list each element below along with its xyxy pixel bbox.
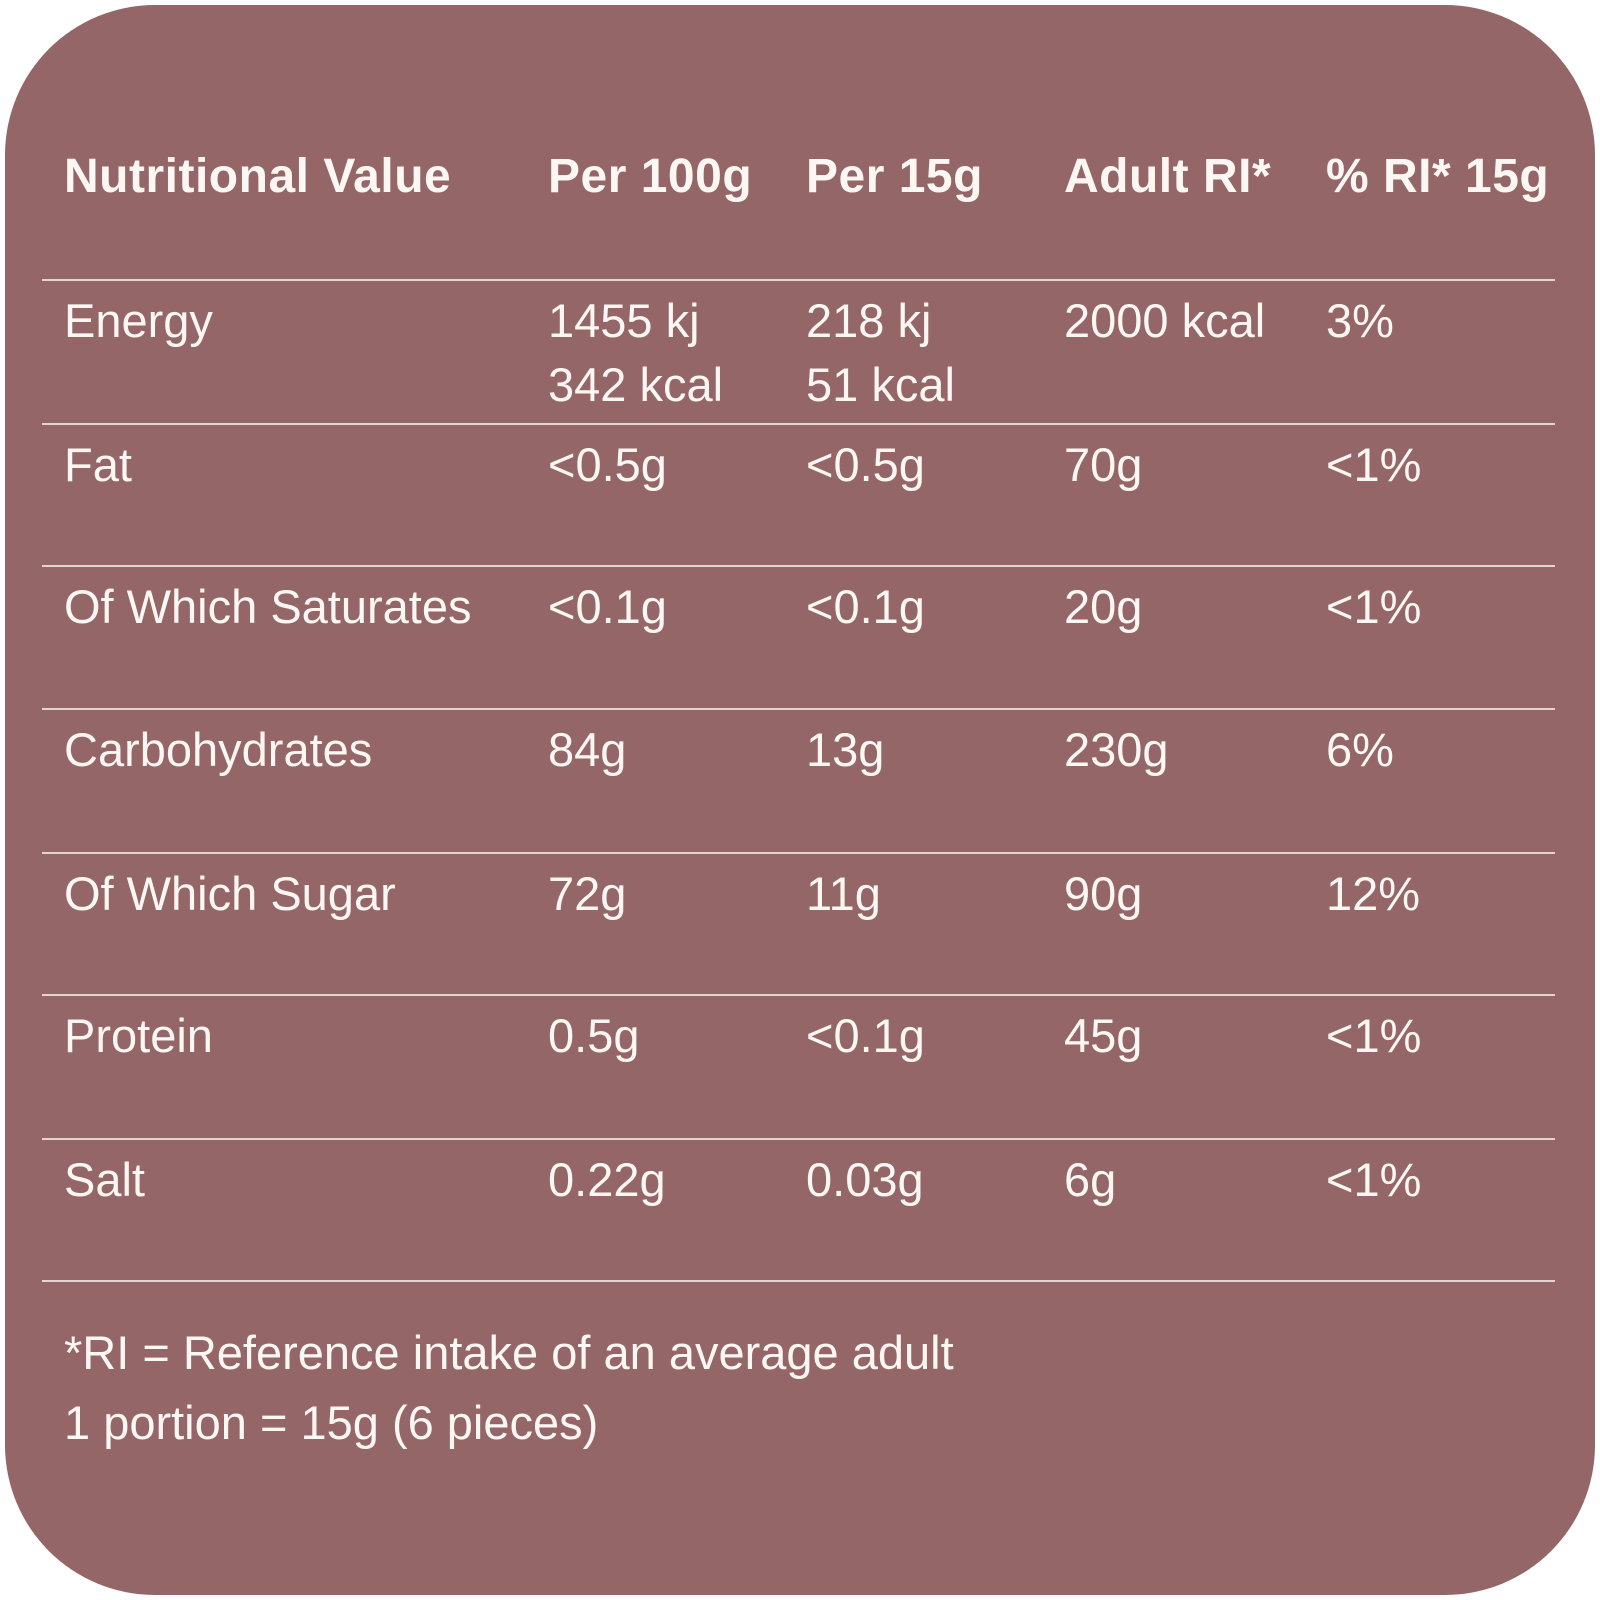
nutrient-value: <1% bbox=[1326, 1004, 1588, 1068]
cell-text: <0.1g bbox=[806, 1009, 925, 1062]
footnotes: *RI = Reference intake of an average adu… bbox=[64, 1318, 954, 1458]
cell-text: Carbohydrates bbox=[64, 723, 373, 776]
nutrient-value: <0.5g bbox=[806, 433, 1050, 497]
cell-text: Protein bbox=[64, 1009, 213, 1062]
cell-text: 12% bbox=[1326, 867, 1421, 920]
cell-text: 218 kj bbox=[806, 294, 932, 347]
cell-text: Of Which Saturates bbox=[64, 580, 472, 633]
nutrient-value: 84g bbox=[548, 718, 792, 782]
nutrient-label: Energy bbox=[64, 289, 534, 353]
nutrient-label: Of Which Sugar bbox=[64, 862, 534, 926]
nutrient-value: 90g bbox=[1064, 862, 1312, 926]
nutrient-value: 0.03g bbox=[806, 1148, 1050, 1212]
header-col-adult-ri: Adult RI* bbox=[1064, 150, 1272, 203]
divider-line-7 bbox=[42, 1280, 1555, 1282]
cell-text: 1455 kj bbox=[548, 294, 700, 347]
nutrient-value: <0.1g bbox=[548, 575, 792, 639]
header-col-nutritional-value: Nutritional Value bbox=[64, 150, 452, 203]
nutrient-value: 20g bbox=[1064, 575, 1312, 639]
cell-text: 0.03g bbox=[806, 1153, 924, 1206]
nutrient-value: 70g bbox=[1064, 433, 1312, 497]
nutrient-value: <1% bbox=[1326, 1148, 1588, 1212]
nutrient-label: Salt bbox=[64, 1148, 534, 1212]
cell-text: Salt bbox=[64, 1153, 145, 1206]
nutrient-value: 0.5g bbox=[548, 1004, 792, 1068]
cell-text: <0.1g bbox=[806, 580, 925, 633]
nutrient-value: 12% bbox=[1326, 862, 1588, 926]
cell-text: 11g bbox=[806, 867, 881, 920]
nutrition-card bbox=[5, 5, 1595, 1595]
nutrient-value: 3% bbox=[1326, 289, 1588, 353]
cell-text: <1% bbox=[1326, 438, 1422, 491]
cell-text: 84g bbox=[548, 723, 627, 776]
header-col-per-15g: Per 15g bbox=[806, 150, 983, 203]
divider-line-6 bbox=[42, 1138, 1555, 1140]
cell-text: Of Which Sugar bbox=[64, 867, 396, 920]
divider-line-0 bbox=[42, 279, 1555, 281]
cell-text: 13g bbox=[806, 723, 885, 776]
cell-text: 0.5g bbox=[548, 1009, 640, 1062]
cell-text: <0.1g bbox=[548, 580, 667, 633]
cell-text: <0.5g bbox=[806, 438, 925, 491]
cell-text: <1% bbox=[1326, 1009, 1422, 1062]
cell-text: 342 kcal bbox=[548, 358, 724, 411]
nutrient-value: 6% bbox=[1326, 718, 1588, 782]
divider-line-3 bbox=[42, 708, 1555, 710]
nutrient-label: Carbohydrates bbox=[64, 718, 534, 782]
nutrient-value: <0.1g bbox=[806, 575, 1050, 639]
cell-text: 20g bbox=[1064, 580, 1143, 633]
nutrient-value: <0.1g bbox=[806, 1004, 1050, 1068]
nutrient-value: 45g bbox=[1064, 1004, 1312, 1068]
nutrient-value: <1% bbox=[1326, 575, 1588, 639]
cell-text: <1% bbox=[1326, 1153, 1422, 1206]
nutrient-label: Of Which Saturates bbox=[64, 575, 534, 639]
footnote-portion-size: 1 portion = 15g (6 pieces) bbox=[64, 1396, 599, 1449]
nutrient-value: <0.5g bbox=[548, 433, 792, 497]
cell-text: <1% bbox=[1326, 580, 1422, 633]
nutrient-value: 0.22g bbox=[548, 1148, 792, 1212]
cell-text: 70g bbox=[1064, 438, 1143, 491]
cell-text: 6g bbox=[1064, 1153, 1117, 1206]
nutrient-label: Protein bbox=[64, 1004, 534, 1068]
nutrient-label: Fat bbox=[64, 433, 534, 497]
divider-line-2 bbox=[42, 565, 1555, 567]
nutrient-value: 6g bbox=[1064, 1148, 1312, 1212]
cell-text: 3% bbox=[1326, 294, 1394, 347]
cell-text: Fat bbox=[64, 438, 132, 491]
nutrient-value: 11g bbox=[806, 862, 1050, 926]
footnote-ri-definition: *RI = Reference intake of an average adu… bbox=[64, 1326, 954, 1379]
cell-text: 6% bbox=[1326, 723, 1394, 776]
header-col-per-100g: Per 100g bbox=[548, 150, 753, 203]
nutrient-value: 218 kj 51 kcal bbox=[806, 289, 1050, 417]
nutrient-value: 2000 kcal bbox=[1064, 289, 1312, 353]
cell-text: 0.22g bbox=[548, 1153, 666, 1206]
cell-text: 230g bbox=[1064, 723, 1169, 776]
nutrient-value: 1455 kj 342 kcal bbox=[548, 289, 792, 417]
nutrient-value: <1% bbox=[1326, 433, 1588, 497]
cell-text: 51 kcal bbox=[806, 358, 955, 411]
nutrient-value: 230g bbox=[1064, 718, 1312, 782]
cell-text: 72g bbox=[548, 867, 627, 920]
header-col-percent-ri-15g: % RI* 15g bbox=[1326, 150, 1550, 203]
nutrient-value: 13g bbox=[806, 718, 1050, 782]
divider-line-4 bbox=[42, 852, 1555, 854]
cell-text: Energy bbox=[64, 294, 213, 347]
cell-text: 45g bbox=[1064, 1009, 1143, 1062]
cell-text: 90g bbox=[1064, 867, 1143, 920]
divider-line-1 bbox=[42, 423, 1555, 425]
cell-text: <0.5g bbox=[548, 438, 667, 491]
nutrient-value: 72g bbox=[548, 862, 792, 926]
divider-line-5 bbox=[42, 994, 1555, 996]
cell-text: 2000 kcal bbox=[1064, 294, 1266, 347]
